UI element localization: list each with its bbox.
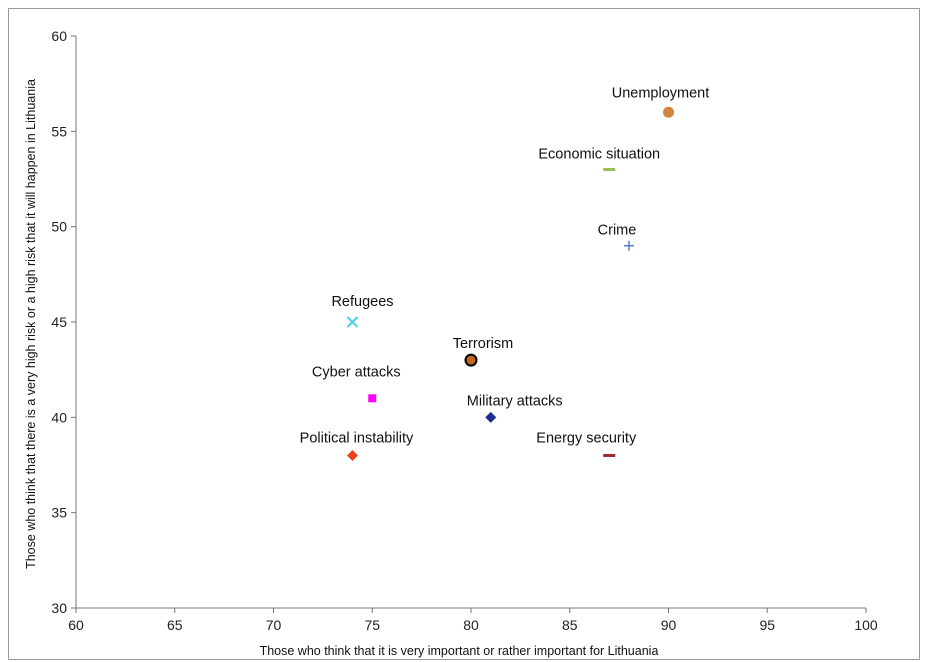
point-label: Political instability [300,430,414,446]
data-point [464,353,478,367]
point-label: Military attacks [467,393,563,409]
data-point [603,167,616,171]
x-axis-title: Those who think that it is very importan… [260,644,659,658]
point-label: Terrorism [453,336,513,352]
x-tick-label: 70 [266,617,282,633]
data-point [603,453,616,457]
x-tick-label: 100 [854,617,878,633]
x-tick-label: 95 [759,617,775,633]
point-label: Cyber attacks [312,364,401,380]
x-tick-label: 75 [364,617,380,633]
y-tick-label: 30 [51,600,67,616]
chart-frame [8,8,920,660]
point-label: Refugees [331,294,393,310]
axes [75,36,866,609]
ticks: 60 65 70 75 80 85 90 95 100 30 35 40 45 50 55 60 [51,28,877,633]
data-point [347,449,358,461]
data-point [663,106,674,118]
y-tick-label: 60 [51,28,67,44]
x-tick-label: 80 [463,617,479,633]
point-label: Economic situation [538,146,660,162]
data-point [346,316,359,328]
point-label: Crime [598,223,637,239]
x-tick-label: 65 [167,617,183,633]
x-tick-label: 90 [661,617,677,633]
data-points [346,106,674,461]
point-label: Unemployment [612,85,710,101]
data-point [624,240,634,251]
x-tick-label: 60 [68,617,84,633]
x-tick-label: 85 [562,617,578,633]
y-tick-label: 50 [51,219,67,235]
y-tick-label: 40 [51,409,67,425]
y-tick-label: 35 [51,505,67,521]
data-point [368,394,377,403]
point-label: Energy security [536,430,637,446]
data-point [485,411,497,423]
y-tick-label: 45 [51,314,67,330]
y-tick-label: 55 [51,123,67,139]
point-labels: Unemployment Economic situation Crime Refug… [300,85,710,446]
y-axis-title: Those who think that there is a very hig… [24,79,38,569]
